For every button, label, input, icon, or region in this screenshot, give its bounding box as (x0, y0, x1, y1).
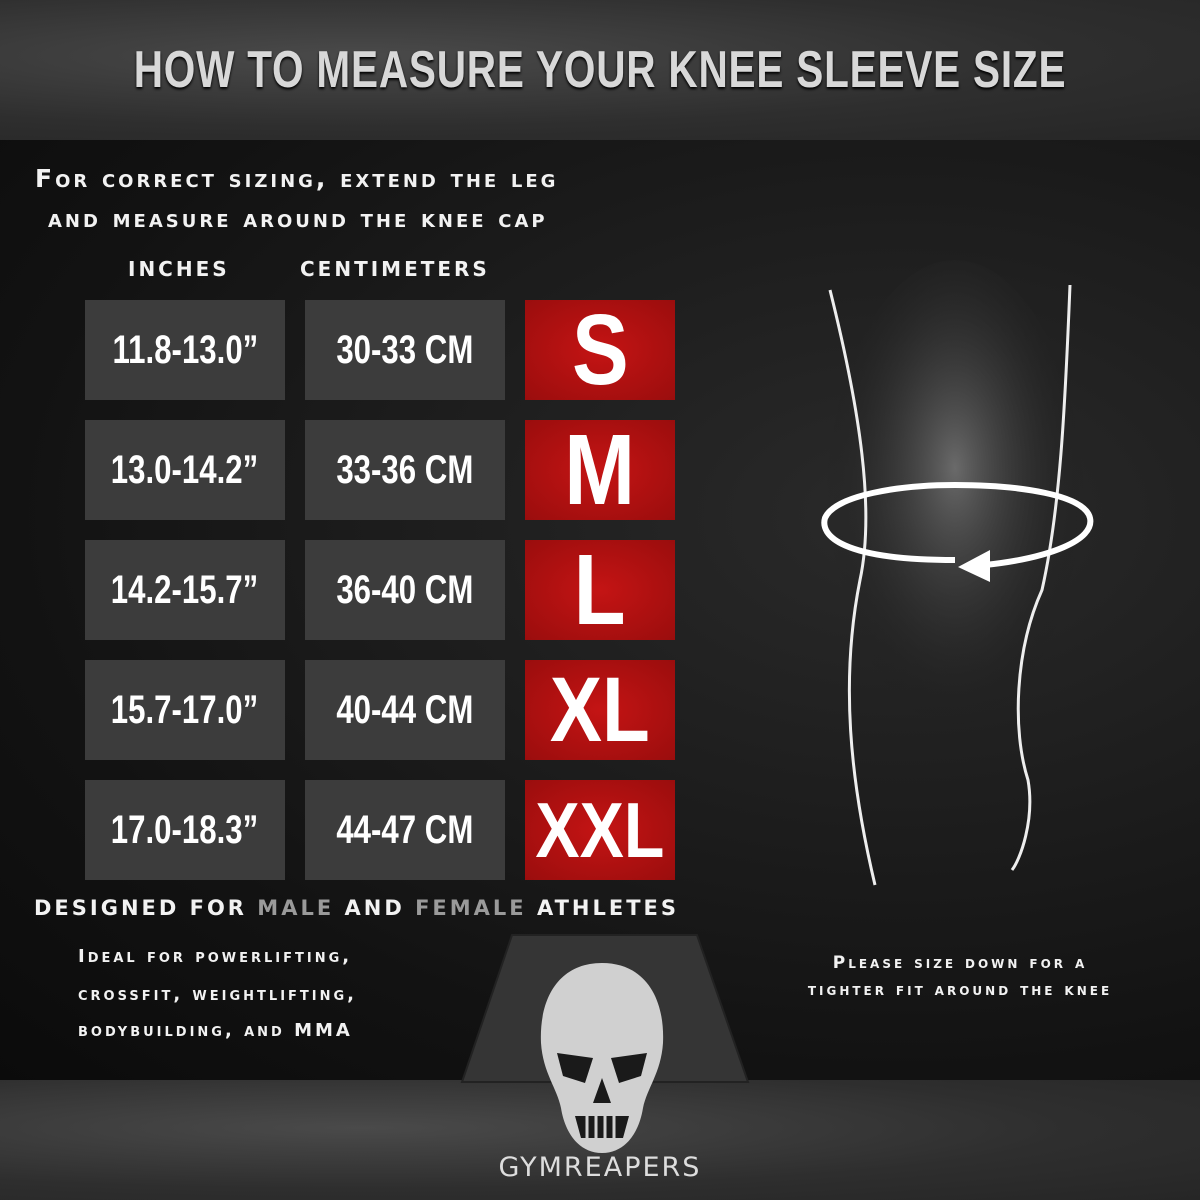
male-word: male (257, 896, 335, 920)
ideal-line-2: crossfit, weightlifting, (78, 984, 358, 1005)
instruction-line-2: and measure around the knee cap (48, 204, 548, 233)
cm-value: 36-40 CM (336, 567, 474, 612)
designed-prefix: designed for (34, 896, 247, 920)
cm-cell: 40-44 CM (305, 660, 505, 760)
cm-cell: 36-40 CM (305, 540, 505, 640)
size-label: M (564, 413, 636, 526)
and-word: and (344, 896, 405, 920)
female-word: female (415, 896, 527, 920)
size-label: S (571, 293, 629, 406)
ideal-line-3: bodybuilding, and MMA (78, 1020, 353, 1041)
inches-value: 13.0-14.2” (111, 447, 259, 492)
title-band (0, 0, 1200, 140)
designed-suffix: athletes (536, 896, 680, 920)
cm-value: 33-36 CM (336, 447, 474, 492)
cm-value: 40-44 CM (336, 687, 474, 732)
inches-cell: 13.0-14.2” (85, 420, 285, 520)
size-badge: XL (525, 658, 675, 761)
inches-header: inches (128, 257, 230, 281)
inches-cell: 17.0-18.3” (85, 780, 285, 880)
cm-cell: 44-47 CM (305, 780, 505, 880)
inches-value: 15.7-17.0” (111, 687, 259, 732)
size-down-line-2: tighter fit around the knee (807, 980, 1113, 1000)
size-badge: L (525, 534, 675, 646)
cm-cell: 33-36 CM (305, 420, 505, 520)
ideal-line-1: Ideal for powerlifting, (78, 946, 353, 967)
brand-name: GYMREAPERS (498, 1152, 702, 1183)
inches-value: 17.0-18.3” (111, 807, 259, 852)
cm-value: 44-47 CM (336, 807, 474, 852)
size-label: XL (550, 658, 650, 761)
inches-cell: 15.7-17.0” (85, 660, 285, 760)
size-badge: S (525, 294, 675, 406)
size-down-line-1: Please size down for a (832, 953, 1088, 973)
cm-value: 30-33 CM (336, 327, 474, 372)
size-badge: M (525, 414, 675, 526)
cm-cell: 30-33 CM (305, 300, 505, 400)
knee-illustration (821, 260, 1094, 886)
instruction-line-1: For correct sizing, extend the leg (35, 164, 559, 193)
size-label: L (574, 533, 626, 646)
measure-arrow-icon (821, 481, 1094, 582)
size-label: XXL (535, 785, 665, 874)
skull-logo (540, 963, 664, 1153)
inches-cell: 14.2-15.7” (85, 540, 285, 640)
inches-cell: 11.8-13.0” (85, 300, 285, 400)
centimeters-header: centimeters (300, 257, 490, 281)
inches-value: 14.2-15.7” (111, 567, 259, 612)
page-title: HOW TO MEASURE YOUR KNEE SLEEVE SIZE (133, 41, 1067, 99)
size-badge: XXL (525, 780, 675, 880)
inches-value: 11.8-13.0” (112, 327, 258, 372)
designed-for-text: designed for male and female athletes (34, 896, 679, 920)
